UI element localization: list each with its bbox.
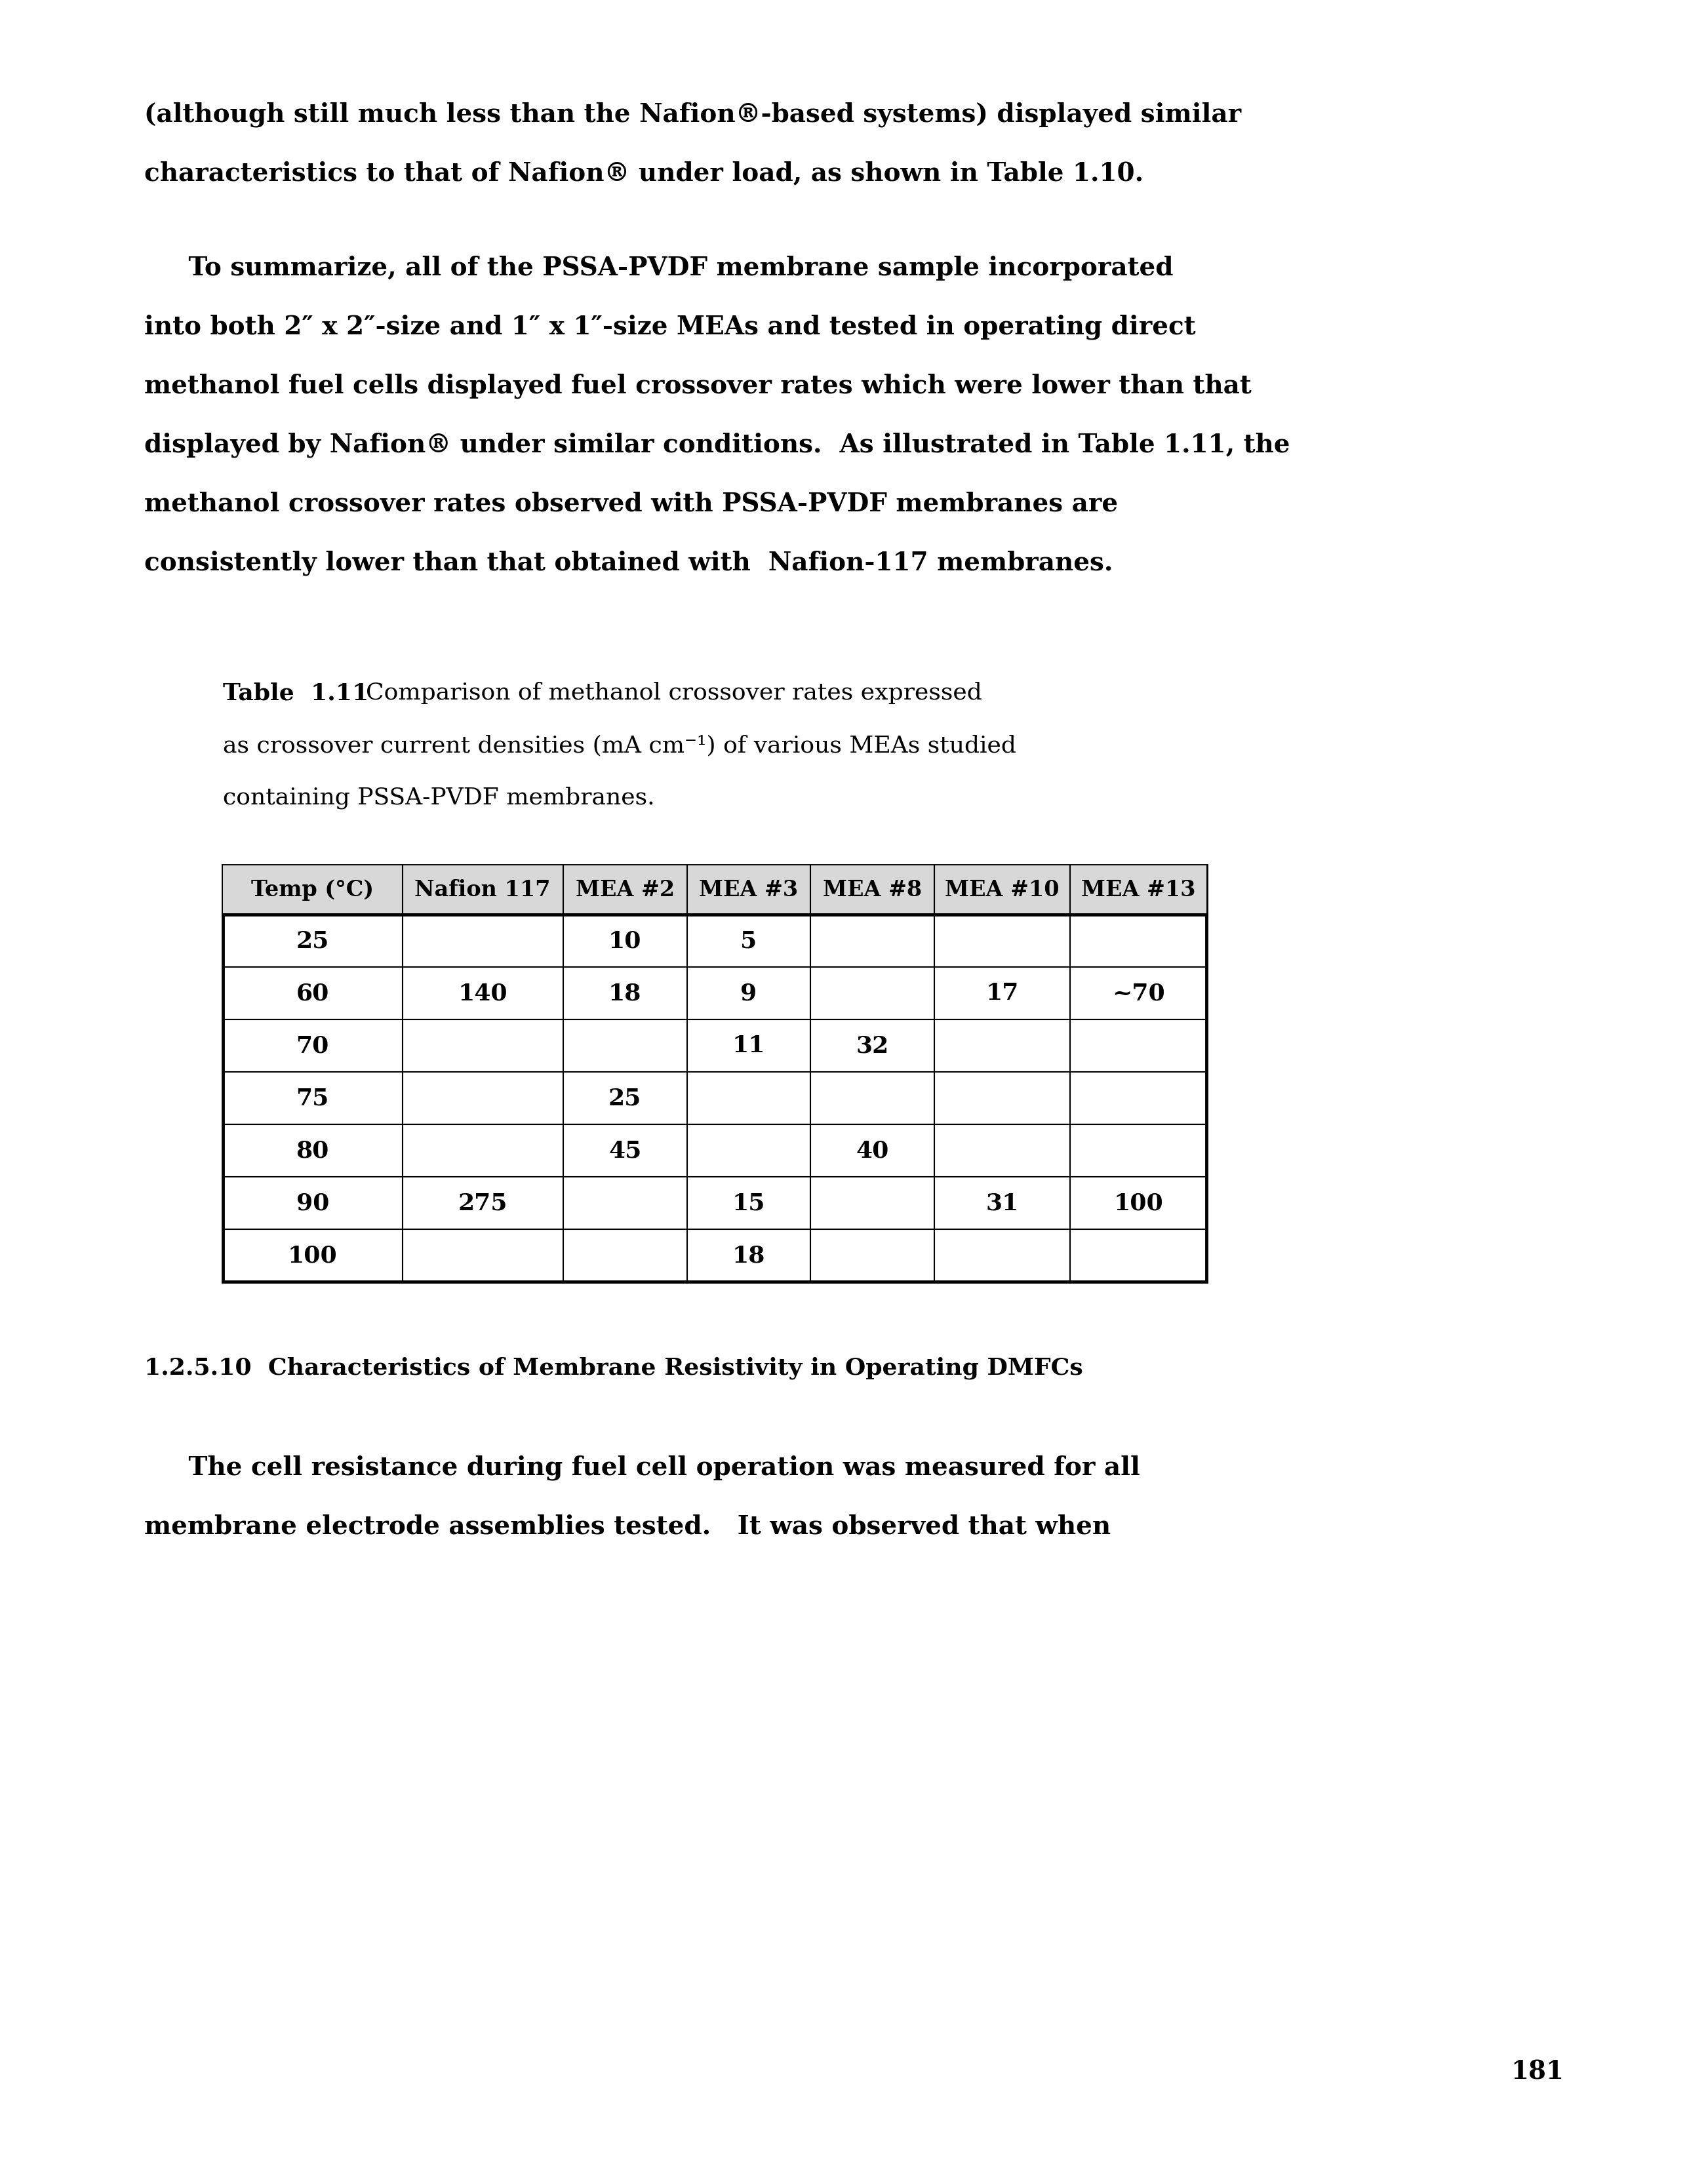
Text: displayed by Nafion® under similar conditions.  As illustrated in Table 1.11, th: displayed by Nafion® under similar condi…: [143, 432, 1290, 458]
Text: 45: 45: [608, 1139, 642, 1161]
Text: 10: 10: [608, 929, 642, 953]
Text: MEA #10: MEA #10: [945, 879, 1059, 901]
Text: 15: 15: [733, 1191, 765, 1215]
Text: 60: 60: [295, 983, 330, 1005]
Text: Temp (°C): Temp (°C): [251, 879, 374, 901]
Text: containing PSSA-PVDF membranes.: containing PSSA-PVDF membranes.: [224, 788, 654, 809]
Text: 9: 9: [741, 983, 757, 1005]
Text: 25: 25: [295, 929, 330, 953]
Text: 1.2.5.10  Characteristics of Membrane Resistivity in Operating DMFCs: 1.2.5.10 Characteristics of Membrane Res…: [143, 1356, 1083, 1380]
Text: 25: 25: [608, 1087, 642, 1109]
Text: into both 2″ x 2″-size and 1″ x 1″-size MEAs and tested in operating direct: into both 2″ x 2″-size and 1″ x 1″-size …: [143, 315, 1196, 341]
Text: 5: 5: [740, 929, 757, 953]
Text: MEA #3: MEA #3: [699, 879, 798, 901]
Text: ~70: ~70: [1112, 983, 1165, 1005]
Text: 32: 32: [856, 1035, 888, 1057]
Bar: [224, 866, 1206, 1282]
Text: 181: 181: [1510, 2059, 1565, 2085]
Text: 80: 80: [295, 1139, 330, 1161]
Text: 100: 100: [287, 1243, 338, 1267]
Text: 90: 90: [295, 1191, 330, 1215]
Text: 100: 100: [1114, 1191, 1163, 1215]
Text: 11: 11: [733, 1035, 765, 1057]
Text: as crossover current densities (mA cm⁻¹) of various MEAs studied: as crossover current densities (mA cm⁻¹)…: [224, 733, 1016, 757]
Text: 18: 18: [608, 983, 642, 1005]
Text: 40: 40: [856, 1139, 888, 1161]
Text: 17: 17: [986, 983, 1018, 1005]
Text: The cell resistance during fuel cell operation was measured for all: The cell resistance during fuel cell ope…: [143, 1456, 1141, 1480]
Text: 70: 70: [295, 1035, 330, 1057]
Text: methanol crossover rates observed with PSSA-PVDF membranes are: methanol crossover rates observed with P…: [143, 493, 1119, 516]
Text: MEA #8: MEA #8: [823, 879, 922, 901]
Text: (although still much less than the Nafion®-based systems) displayed similar: (although still much less than the Nafio…: [143, 102, 1242, 126]
Text: 140: 140: [458, 983, 507, 1005]
Text: characteristics to that of Nafion® under load, as shown in Table 1.10.: characteristics to that of Nafion® under…: [143, 161, 1144, 184]
Text: consistently lower than that obtained with  Nafion-117 membranes.: consistently lower than that obtained wi…: [143, 551, 1114, 575]
Text: Table  1.11: Table 1.11: [224, 681, 369, 703]
Text: 18: 18: [733, 1243, 765, 1267]
Text: methanol fuel cells displayed fuel crossover rates which were lower than that: methanol fuel cells displayed fuel cross…: [143, 373, 1252, 399]
Text: Nafion 117: Nafion 117: [415, 879, 550, 901]
Text: 75: 75: [295, 1087, 330, 1109]
Text: To summarize, all of the PSSA-PVDF membrane sample incorporated: To summarize, all of the PSSA-PVDF membr…: [143, 256, 1173, 280]
Text: membrane electrode assemblies tested.   It was observed that when: membrane electrode assemblies tested. It…: [143, 1515, 1110, 1539]
Text: 275: 275: [458, 1191, 507, 1215]
Text: MEA #13: MEA #13: [1081, 879, 1196, 901]
Text: MEA #2: MEA #2: [576, 879, 675, 901]
Text: 31: 31: [986, 1191, 1018, 1215]
Text: Comparison of methanol crossover rates expressed: Comparison of methanol crossover rates e…: [350, 681, 982, 703]
Bar: [224, 866, 1206, 914]
